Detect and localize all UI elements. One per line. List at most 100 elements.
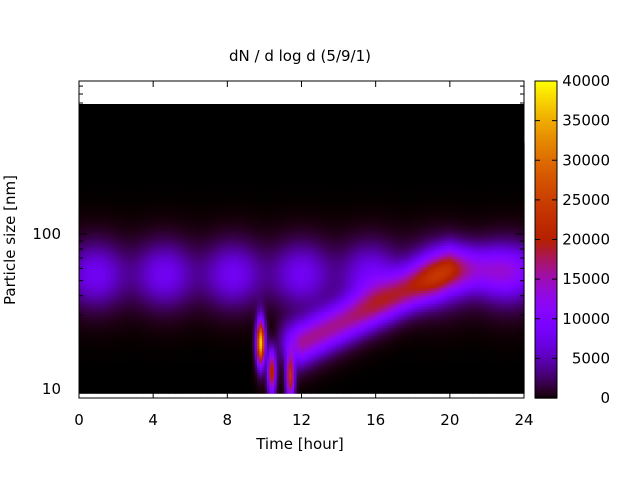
heatmap-cell [93, 158, 97, 162]
heatmap-cell [116, 295, 120, 299]
heatmap-cell [111, 211, 115, 215]
heatmap-cell [121, 160, 125, 165]
heatmap-cell [86, 298, 90, 302]
heatmap-cell [83, 174, 88, 178]
heatmap-cell [81, 200, 85, 204]
heatmap-cell [88, 353, 92, 357]
heatmap-cell [128, 306, 132, 310]
heatmap-cell [101, 142, 105, 146]
heatmap-cell [93, 377, 97, 381]
heatmap-cell [83, 345, 88, 349]
heatmap-cell [108, 390, 112, 394]
heatmap-cell [88, 300, 92, 305]
heatmap-cell [106, 266, 110, 270]
heatmap-cell [123, 361, 127, 365]
heatmap-cell [86, 350, 90, 355]
heatmap-cell [103, 250, 107, 254]
heatmap-cell [83, 306, 88, 310]
heatmap-cell [83, 379, 88, 384]
heatmap-cell [125, 166, 130, 170]
heatmap-cell [91, 379, 95, 384]
heatmap-cell [79, 216, 83, 220]
heatmap-cell [91, 361, 95, 365]
heatmap-cell [83, 390, 88, 394]
heatmap-cell [118, 311, 122, 315]
heatmap-cell [101, 316, 105, 320]
heatmap-cell [81, 277, 85, 281]
heatmap-cell [116, 298, 120, 302]
heatmap-cell [128, 166, 132, 170]
heatmap-cell [111, 379, 115, 384]
heatmap-cell [86, 245, 90, 249]
heatmap-cell [103, 160, 107, 165]
heatmap-cell [106, 145, 110, 149]
heatmap-cell [118, 382, 122, 386]
heatmap-cell [113, 176, 117, 180]
heatmap-cell [128, 350, 132, 355]
heatmap-cell [88, 274, 92, 278]
heatmap-cell [81, 356, 85, 360]
heatmap-cell [88, 266, 92, 270]
heatmap-cell [111, 232, 115, 236]
heatmap-cell [98, 358, 102, 363]
heatmap-cell [93, 166, 97, 170]
heatmap-cell [125, 171, 130, 175]
heatmap-cell [116, 337, 120, 341]
heatmap-cell [103, 298, 107, 302]
heatmap-cell [81, 224, 85, 228]
heatmap-cell [106, 345, 110, 349]
heatmap-cell [83, 279, 88, 283]
heatmap-cell [106, 174, 110, 178]
heatmap-cell [111, 229, 115, 233]
heatmap-cell [116, 237, 120, 241]
heatmap-cell [106, 303, 110, 307]
heatmap-cell [130, 247, 134, 252]
heatmap-cell [121, 379, 125, 384]
heatmap-cell [130, 364, 134, 368]
heatmap-cell [128, 284, 132, 289]
heatmap-cell [106, 171, 110, 175]
heatmap-cell [106, 313, 110, 318]
heatmap-cell [123, 181, 127, 186]
heatmap-cell [128, 200, 132, 204]
heatmap-cell [103, 343, 107, 347]
heatmap-cell [91, 366, 95, 371]
heatmap-cell [103, 218, 107, 223]
heatmap-cell [125, 253, 130, 257]
heatmap-cell [121, 240, 125, 244]
heatmap-cell [86, 150, 90, 154]
heatmap-cell [111, 306, 115, 310]
heatmap-cell [101, 374, 105, 378]
heatmap-cell [79, 387, 83, 392]
heatmap-cell [83, 374, 88, 378]
heatmap-cell [128, 208, 132, 212]
heatmap-cell [130, 372, 134, 376]
heatmap-cell [128, 205, 132, 209]
heatmap-cell [98, 337, 102, 341]
heatmap-cell [88, 390, 92, 394]
heatmap-cell [128, 240, 132, 244]
heatmap-cell [121, 142, 125, 146]
heatmap-cell [116, 366, 120, 371]
heatmap-cell [113, 163, 117, 167]
heatmap-cell [81, 240, 85, 244]
heatmap-cell [93, 247, 97, 252]
heatmap-cell [103, 284, 107, 289]
heatmap-cell [101, 271, 105, 275]
heatmap-cell [81, 181, 85, 186]
heatmap-cell [111, 316, 115, 320]
heatmap-cell [128, 327, 132, 331]
heatmap-cell [96, 221, 100, 225]
heatmap-cell [128, 150, 132, 154]
heatmap-cell [113, 306, 117, 310]
heatmap-cell [106, 234, 110, 239]
heatmap-cell [121, 372, 125, 376]
heatmap-cell [116, 269, 120, 273]
heatmap-cell [121, 290, 125, 294]
heatmap-cell [116, 150, 120, 154]
heatmap-cell [106, 361, 110, 365]
heatmap-cell [111, 174, 115, 178]
heatmap-cell [113, 226, 117, 231]
heatmap-cell [128, 237, 132, 241]
heatmap-cell [128, 298, 132, 302]
